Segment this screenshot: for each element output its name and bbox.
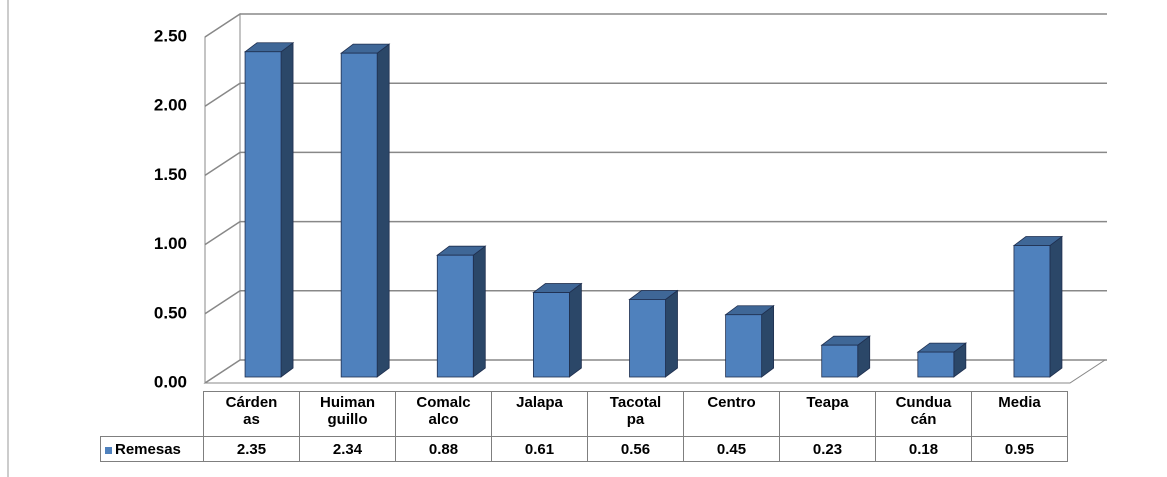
category-label: Centro [707, 394, 756, 411]
grid-line [204, 151, 1107, 177]
bar-side [280, 41, 294, 378]
category-cell: Teapa [779, 391, 876, 437]
bar-side [568, 282, 582, 378]
category-label: Cunduacán [895, 394, 952, 428]
grid-line [204, 220, 1107, 246]
category-cell: Cunduacán [875, 391, 972, 437]
bar-side [472, 245, 486, 378]
legend-swatch [105, 446, 112, 454]
bar [532, 292, 570, 378]
category-cell: Huimanguillo [299, 391, 396, 437]
grid-line [204, 290, 1107, 315]
category-label: Huimanguillo [319, 394, 375, 428]
grid-line [204, 359, 1107, 384]
value-cell: 0.56 [587, 436, 684, 462]
category-cell: Jalapa [491, 391, 588, 437]
y-tick-label: 0.00 [154, 372, 187, 391]
data-table: Cárdenas Huimanguillo Comalcalco Jalapa Taco… [100, 391, 1068, 462]
bar [725, 314, 763, 378]
side-wall [204, 13, 241, 384]
bar-side [665, 289, 678, 378]
value-cell: 2.34 [299, 436, 396, 462]
legend-label: Remesas [115, 440, 181, 458]
value-cell: 0.95 [971, 436, 1068, 462]
category-label: Media [998, 394, 1041, 411]
bar-side [761, 304, 775, 378]
bar [244, 51, 282, 378]
legend-cell: Remesas [100, 436, 204, 462]
category-cell: Cárdenas [203, 391, 300, 437]
bar [436, 254, 474, 378]
y-tick-label: 0.50 [154, 303, 187, 322]
category-label: Teapa [806, 394, 849, 411]
bar [1013, 245, 1051, 378]
category-label: Cárdenas [225, 394, 278, 428]
category-label: Comalcalco [416, 394, 471, 428]
y-tick-label: 2.00 [154, 96, 187, 115]
bar [821, 344, 859, 378]
value-cell: 2.35 [203, 436, 300, 462]
category-cell: Centro [683, 391, 780, 437]
category-label: Tacotalpa [609, 394, 662, 428]
bar [917, 351, 955, 378]
category-cell: Media [971, 391, 1068, 437]
bar-side [1049, 235, 1063, 378]
value-cell: 0.45 [683, 436, 780, 462]
grid-line [204, 82, 1107, 107]
value-cell: 0.88 [395, 436, 492, 462]
value-cell: 0.61 [491, 436, 588, 462]
value-cell: 0.23 [779, 436, 876, 462]
y-tick-label: 2.50 [154, 26, 187, 45]
bar [629, 299, 666, 378]
category-row: Cárdenas Huimanguillo Comalcalco Jalapa Taco… [101, 391, 1068, 437]
bar-side [376, 43, 390, 378]
empty-cell [101, 392, 204, 437]
value-row: Remesas 2.35 2.34 0.88 0.61 0.56 0.45 0.23 0.18… [100, 436, 1068, 462]
y-tick-label: 1.00 [154, 234, 187, 253]
category-label: Jalapa [516, 394, 563, 411]
category-cell: Comalcalco [395, 391, 492, 437]
value-cell: 0.18 [875, 436, 972, 462]
bar [340, 52, 378, 378]
grid-line [204, 13, 1107, 38]
category-cell: Tacotalpa [587, 391, 684, 437]
y-tick-label: 1.50 [154, 165, 187, 184]
